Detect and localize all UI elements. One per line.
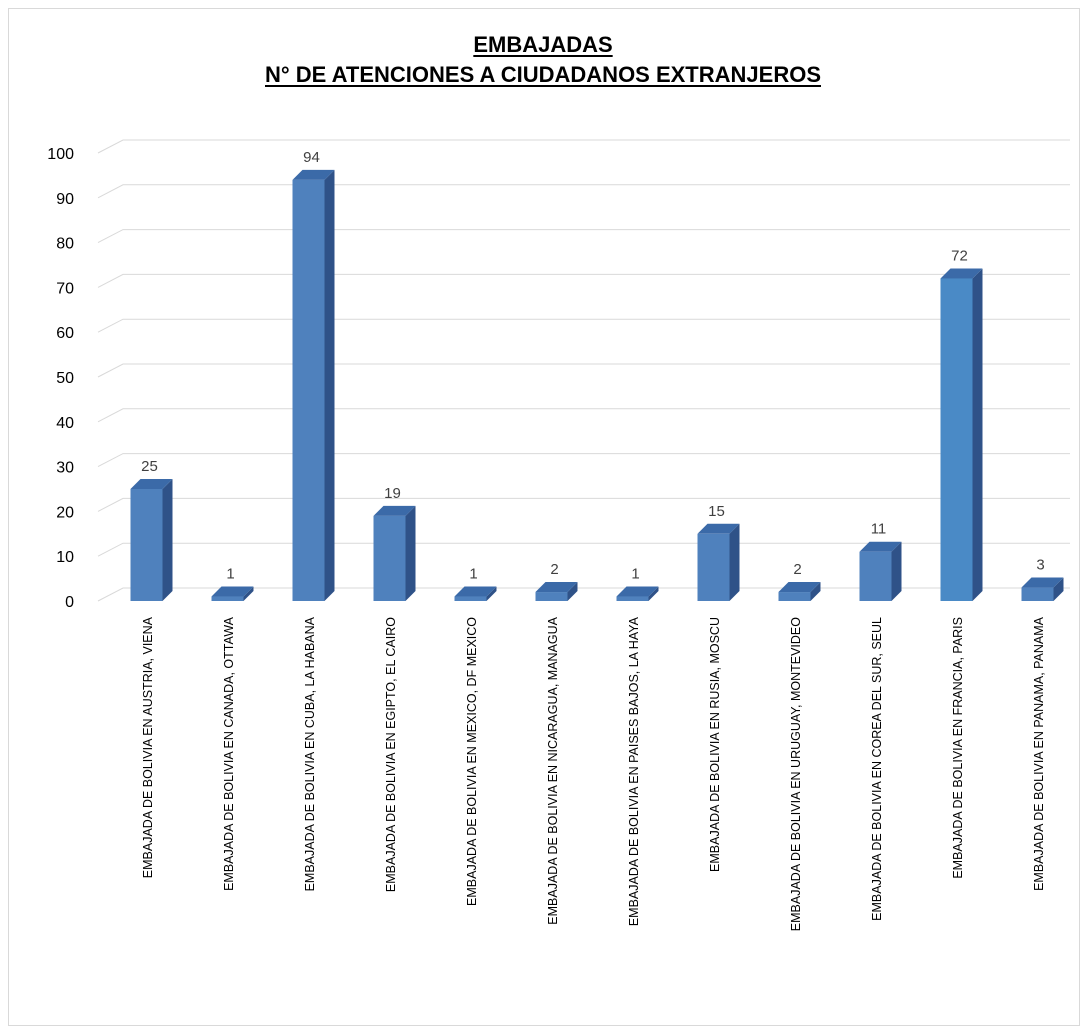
data-label: 2 (550, 561, 558, 578)
bar-top (454, 586, 497, 597)
y-tick-label: 90 (56, 191, 74, 208)
bar (211, 596, 244, 601)
data-label: 15 (708, 503, 725, 520)
bar-side (891, 541, 902, 601)
bar-top (535, 582, 578, 593)
x-category-label: EMBAJADA DE BOLIVIA EN CUBA, LA HABANA (303, 616, 317, 891)
bar (373, 515, 406, 601)
data-label: 72 (951, 247, 968, 264)
gridline (97, 318, 1070, 333)
data-label: 1 (469, 566, 477, 583)
bar-side (162, 479, 173, 601)
gridline (97, 408, 1070, 423)
gridline (97, 587, 1070, 602)
gridline (97, 497, 1070, 512)
data-label: 1 (631, 566, 639, 583)
gridline (97, 139, 1070, 154)
data-label: 2 (793, 561, 801, 578)
bar-top (940, 268, 983, 279)
bar (292, 179, 325, 601)
data-label: 3 (1036, 557, 1044, 574)
bar-top (130, 479, 173, 489)
bar-side (810, 582, 821, 601)
bar (616, 596, 649, 601)
y-tick-label: 30 (56, 460, 74, 477)
x-category-label: EMBAJADA DE BOLIVIA EN MEXICO, DF MEXICO (465, 617, 479, 906)
x-category-label: EMBAJADA DE BOLIVIA EN COREA DEL SUR, SE… (870, 617, 884, 921)
gridline (97, 542, 1070, 557)
bar-side (486, 586, 497, 601)
data-label: 19 (384, 485, 401, 502)
bar (859, 551, 892, 601)
bar-side (1053, 577, 1064, 601)
bar-side (243, 586, 254, 601)
x-category-label: EMBAJADA DE BOLIVIA EN URUGUAY, MONTEVID… (789, 617, 803, 931)
data-label: 25 (141, 458, 158, 475)
bar-top (1021, 577, 1064, 588)
bar-side (972, 268, 983, 601)
bar-top (778, 582, 821, 593)
y-tick-label: 20 (56, 504, 74, 521)
data-label: 11 (871, 521, 887, 538)
gridline (97, 229, 1070, 244)
bar-top (697, 523, 740, 534)
y-tick-label: 50 (56, 370, 74, 387)
bar (454, 596, 487, 601)
y-tick-label: 80 (56, 236, 74, 253)
x-category-label: EMBAJADA DE BOLIVIA EN PANAMA, PANAMA (1032, 616, 1046, 891)
x-category-label: EMBAJADA DE BOLIVIA EN CANADA, OTTAWA (222, 616, 236, 891)
y-tick-label: 0 (65, 594, 74, 611)
bar-side (567, 582, 578, 601)
y-tick-label: 40 (56, 415, 74, 432)
bar-top (373, 505, 416, 516)
bar (535, 592, 568, 601)
bar (697, 533, 730, 601)
x-category-label: EMBAJADA DE BOLIVIA EN EGIPTO, EL CAIRO (384, 617, 398, 892)
x-category-label: EMBAJADA DE BOLIVIA EN PAISES BAJOS, LA … (627, 616, 641, 926)
data-label: 1 (226, 566, 234, 583)
bar-top (292, 169, 335, 180)
y-tick-label: 60 (56, 325, 74, 342)
x-category-label: EMBAJADA DE BOLIVIA EN RUSIA, MOSCU (708, 617, 722, 872)
y-tick-label: 70 (56, 280, 74, 297)
x-category-label: EMBAJADA DE BOLIVIA EN AUSTRIA, VIENA (141, 616, 155, 878)
chart-title-block: EMBAJADAS N° DE ATENCIONES A CIUDADANOS … (0, 30, 1086, 90)
bar-side (405, 505, 416, 601)
bar-top (859, 541, 902, 552)
chart-frame (8, 8, 1080, 1026)
bar (130, 489, 163, 601)
bar-side (324, 169, 335, 601)
chart-title: EMBAJADAS (473, 32, 613, 57)
gridline (97, 453, 1070, 468)
bar-top (211, 586, 254, 597)
bar-side (648, 586, 659, 601)
gridline (97, 363, 1070, 378)
chart-subtitle: N° DE ATENCIONES A CIUDADANOS EXTRANJERO… (265, 62, 821, 87)
gridline (97, 273, 1070, 288)
y-tick-label: 100 (47, 146, 74, 163)
bar-top (616, 586, 659, 597)
bar (940, 278, 973, 601)
bar-side (729, 523, 740, 601)
gridline (97, 184, 1070, 199)
bar (1021, 587, 1054, 601)
x-category-label: EMBAJADA DE BOLIVIA EN FRANCIA, PARIS (951, 617, 965, 879)
data-label: 94 (303, 149, 320, 166)
y-tick-label: 10 (56, 549, 74, 566)
bar (778, 592, 811, 601)
x-category-label: EMBAJADA DE BOLIVIA EN NICARAGUA, MANAGU… (546, 616, 560, 924)
